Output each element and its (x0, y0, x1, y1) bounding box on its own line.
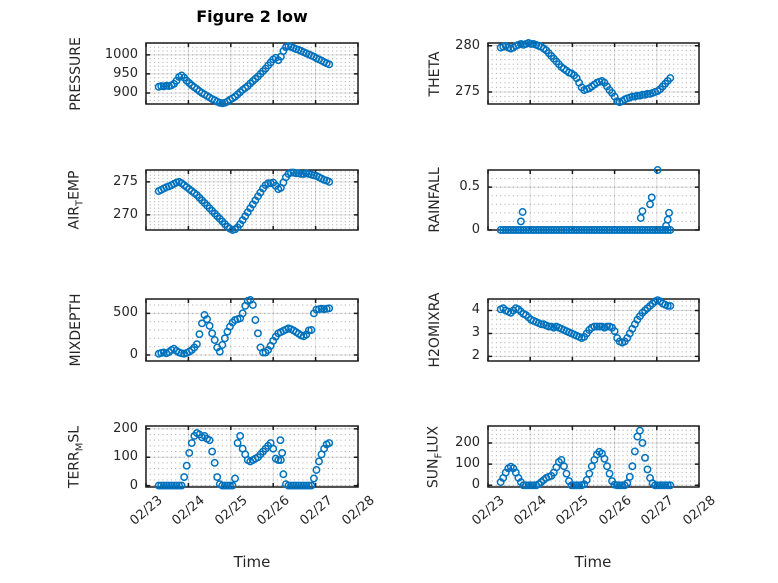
x-tick-label: 02/23 (127, 493, 166, 529)
x-tick-label: 02/25 (553, 493, 593, 529)
y-tick-label: 950 (113, 65, 138, 81)
figure-title: Figure 2 low (196, 7, 308, 26)
rainfall-plot-area (481, 163, 706, 237)
x-tick-label: 02/23 (469, 493, 508, 529)
theta-plot-area (481, 36, 706, 111)
y-tick-label: 275 (455, 83, 480, 99)
ylabel-mixdepth: MIXDEPTH (68, 293, 84, 367)
y-tick-label: 2 (471, 348, 480, 364)
x-tick-label: 02/26 (254, 493, 293, 529)
y-tick-label: 1000 (104, 46, 138, 62)
x-axis-label-left: Time (233, 553, 271, 571)
x-tick-label: 02/24 (169, 493, 209, 529)
x-tick-label: 02/24 (511, 493, 550, 529)
x-tick-label: 02/26 (595, 493, 635, 529)
y-tick-label: 280 (455, 37, 480, 53)
y-tick-label: 0 (471, 222, 480, 237)
y-tick-label: 100 (113, 449, 138, 465)
y-tick-label: 900 (113, 84, 138, 100)
air-temp-plot-area (139, 163, 365, 237)
x-tick-label: 02/28 (339, 493, 378, 529)
h2omixra-plot-area (481, 292, 706, 368)
y-tick-label: 0.5 (459, 179, 480, 195)
y-tick-label: 0 (129, 477, 138, 493)
y-tick-label: 3 (471, 325, 480, 341)
x-tick-label: 02/25 (212, 493, 251, 529)
y-tick-label: 270 (113, 206, 138, 222)
y-tick-label: 200 (113, 420, 138, 436)
mixdepth-plot-area (139, 292, 365, 368)
y-tick-label: 0 (129, 347, 138, 362)
x-axis-label-right: Time (574, 553, 612, 571)
y-tick-label: 275 (113, 173, 138, 189)
x-tick-label: 02/28 (680, 493, 719, 529)
ylabel-pressure: PRESSURE (68, 36, 84, 111)
y-tick-label: 200 (455, 434, 480, 450)
y-tick-label: 0 (471, 477, 480, 493)
sun-flux-plot-area (481, 419, 706, 494)
terr-msl-plot-area (139, 419, 365, 494)
pressure-plot-area (139, 36, 365, 111)
x-tick-label: 02/27 (296, 493, 336, 529)
y-tick-label: 100 (455, 456, 480, 472)
ylabel-terr-msl: TERRMSL (66, 425, 86, 488)
y-tick-label: 500 (113, 305, 138, 321)
y-tick-label: 4 (471, 302, 480, 318)
x-tick-label: 02/27 (638, 493, 677, 529)
ylabel-air-temp: AIRTEMP (66, 170, 86, 230)
